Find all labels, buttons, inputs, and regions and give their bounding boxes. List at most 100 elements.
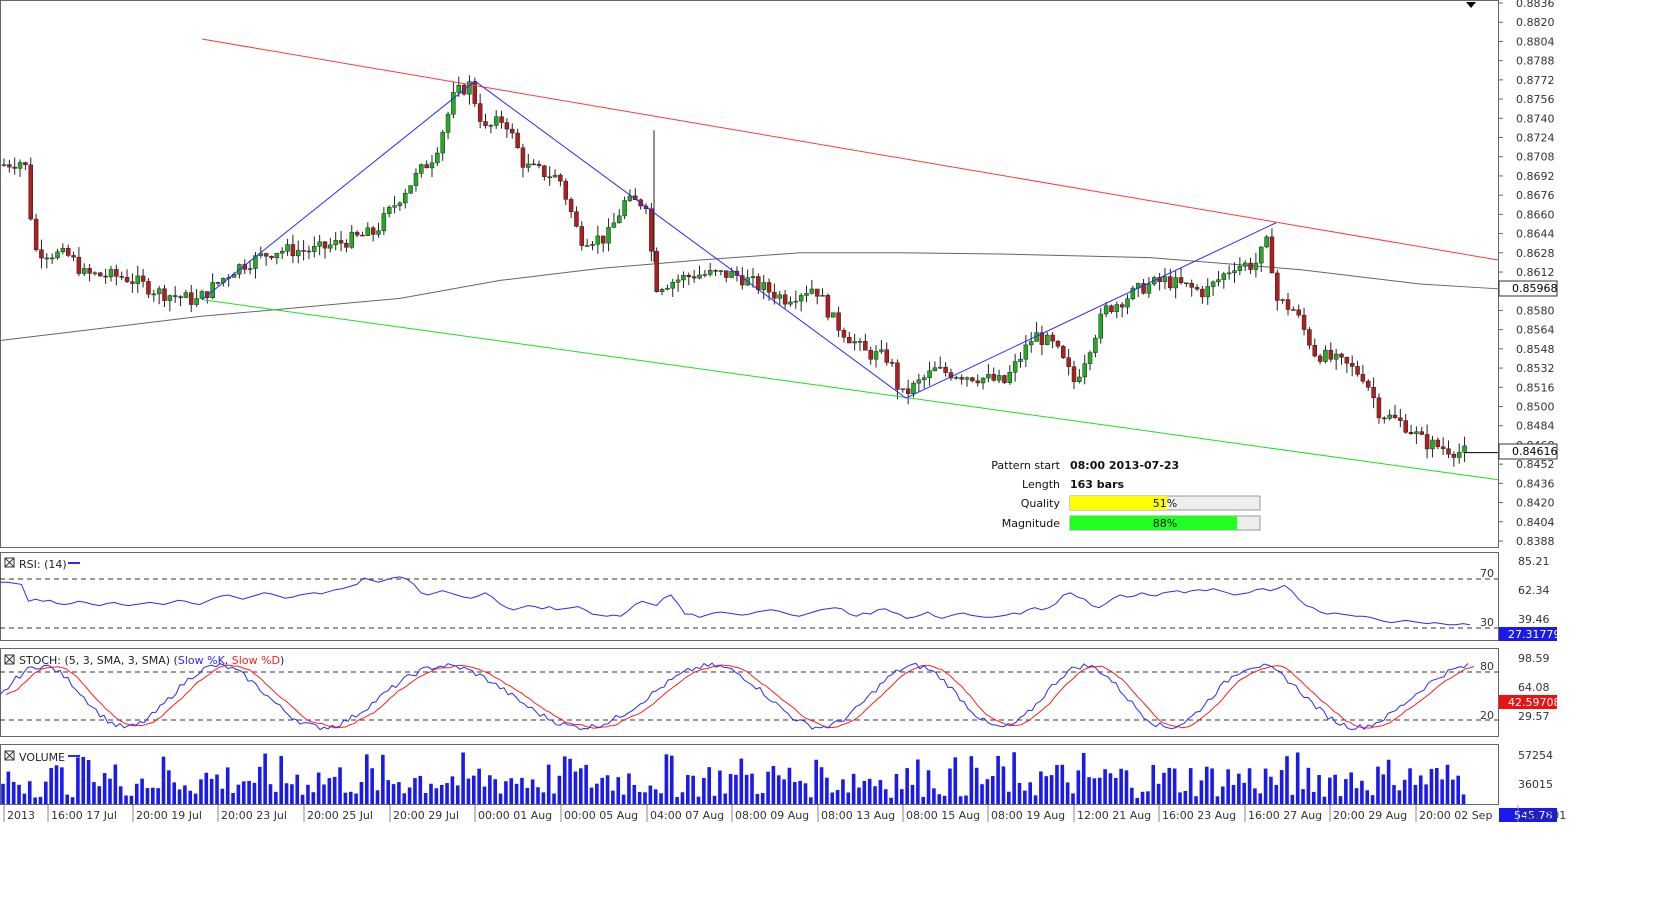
price-tick: 0.8564 xyxy=(1516,324,1555,337)
quality-label: Quality xyxy=(1021,497,1061,510)
volume-bar xyxy=(1413,784,1418,804)
volume-bar xyxy=(627,773,631,804)
price-tick: 0.8420 xyxy=(1516,497,1555,510)
candle xyxy=(1408,424,1414,436)
volume-bar xyxy=(1344,779,1348,804)
candle xyxy=(76,247,82,277)
candle xyxy=(1098,308,1103,344)
candle xyxy=(1055,340,1061,349)
candle xyxy=(1109,304,1114,314)
price-tick: 0.8516 xyxy=(1516,381,1555,394)
candle xyxy=(707,262,713,277)
volume-bar xyxy=(145,788,150,804)
stoch-level-80: 80 xyxy=(1480,660,1494,673)
volume-bar xyxy=(776,775,781,804)
volume-bar xyxy=(648,785,653,804)
volume-bar xyxy=(755,793,760,804)
candle xyxy=(130,273,135,293)
candle xyxy=(665,284,670,291)
time-tick: 12:00 21 Aug xyxy=(1077,809,1151,822)
candle xyxy=(424,160,429,169)
candle xyxy=(1349,355,1355,377)
candle xyxy=(831,312,836,318)
volume-bar xyxy=(514,783,519,804)
price-tick: 0.8724 xyxy=(1516,132,1555,145)
candle xyxy=(354,230,360,238)
volume-bar xyxy=(1167,767,1172,804)
candle xyxy=(429,154,435,178)
volume-bar xyxy=(1140,791,1145,804)
price-tick: 0.8772 xyxy=(1516,74,1555,87)
rsi-line xyxy=(0,576,1471,626)
candle xyxy=(1462,436,1467,462)
candle xyxy=(1307,326,1312,350)
volume-bar xyxy=(974,767,979,804)
candle xyxy=(820,288,825,297)
candle xyxy=(7,159,12,173)
volume-bar xyxy=(274,791,278,804)
volume-bar xyxy=(1435,767,1439,804)
time-tick: 08:00 13 Aug xyxy=(821,809,895,822)
candle xyxy=(1440,437,1446,456)
volume-bar xyxy=(102,773,107,804)
volume-bar xyxy=(1274,784,1279,804)
volume-bar xyxy=(263,753,267,804)
svg-text:0.84616: 0.84616 xyxy=(1512,445,1558,458)
candle xyxy=(477,93,483,129)
volume-bar xyxy=(172,782,176,804)
volume-bar xyxy=(825,777,829,804)
volume-bar xyxy=(1049,775,1054,804)
candle xyxy=(1387,409,1392,421)
candle xyxy=(659,287,665,296)
volume-bar xyxy=(1311,791,1316,804)
volume-bar xyxy=(1349,772,1353,804)
time-tick: 16:00 23 Aug xyxy=(1162,809,1236,822)
volume-bar xyxy=(1333,774,1337,804)
candle xyxy=(317,234,322,256)
volume-bar xyxy=(1360,780,1364,804)
candle xyxy=(563,178,568,206)
volume-bar xyxy=(1017,782,1022,804)
volume-bar xyxy=(937,794,942,804)
volume-bar xyxy=(423,793,428,804)
volume-bar xyxy=(1263,768,1268,804)
candle xyxy=(1071,360,1077,390)
candle xyxy=(1221,271,1227,289)
volume-bar xyxy=(33,797,37,804)
price-tick: 0.8612 xyxy=(1516,266,1555,279)
volume-bar xyxy=(306,784,310,804)
scroll-arrow-icon[interactable] xyxy=(1466,2,1476,8)
volume-bar xyxy=(878,780,883,804)
volume-bar xyxy=(445,783,449,804)
pattern-info: Pattern start 08:00 2013-07-23 Length 16… xyxy=(991,459,1261,531)
volume-title: VOLUME xyxy=(19,751,65,764)
candle xyxy=(333,231,338,251)
length-label: Length xyxy=(1022,478,1060,491)
volume-bar xyxy=(1338,796,1343,804)
candle xyxy=(1007,365,1013,385)
volume-bar xyxy=(386,780,390,804)
candle xyxy=(1291,306,1296,311)
candle xyxy=(959,374,964,385)
candle xyxy=(750,267,756,288)
volume-bar xyxy=(803,783,808,804)
volume-bar xyxy=(664,754,669,804)
volume-bar xyxy=(1445,764,1450,804)
volume-bar xyxy=(1215,796,1220,804)
candle xyxy=(1242,260,1248,271)
volume-bar xyxy=(129,795,134,804)
volume-bar xyxy=(1295,752,1300,804)
candle xyxy=(1093,334,1098,358)
candle xyxy=(440,129,445,161)
volume-bar xyxy=(760,793,765,804)
volume-bar xyxy=(1317,775,1321,804)
rsi-title: RSI: (14) xyxy=(19,558,67,571)
volume-bar xyxy=(1306,767,1311,804)
volume-bar xyxy=(365,754,369,804)
volume-bar xyxy=(370,768,374,804)
candle xyxy=(1189,279,1194,297)
candle xyxy=(504,118,510,139)
volume-bar xyxy=(1178,792,1182,804)
candle xyxy=(322,241,328,259)
volume-bar xyxy=(1081,753,1086,804)
